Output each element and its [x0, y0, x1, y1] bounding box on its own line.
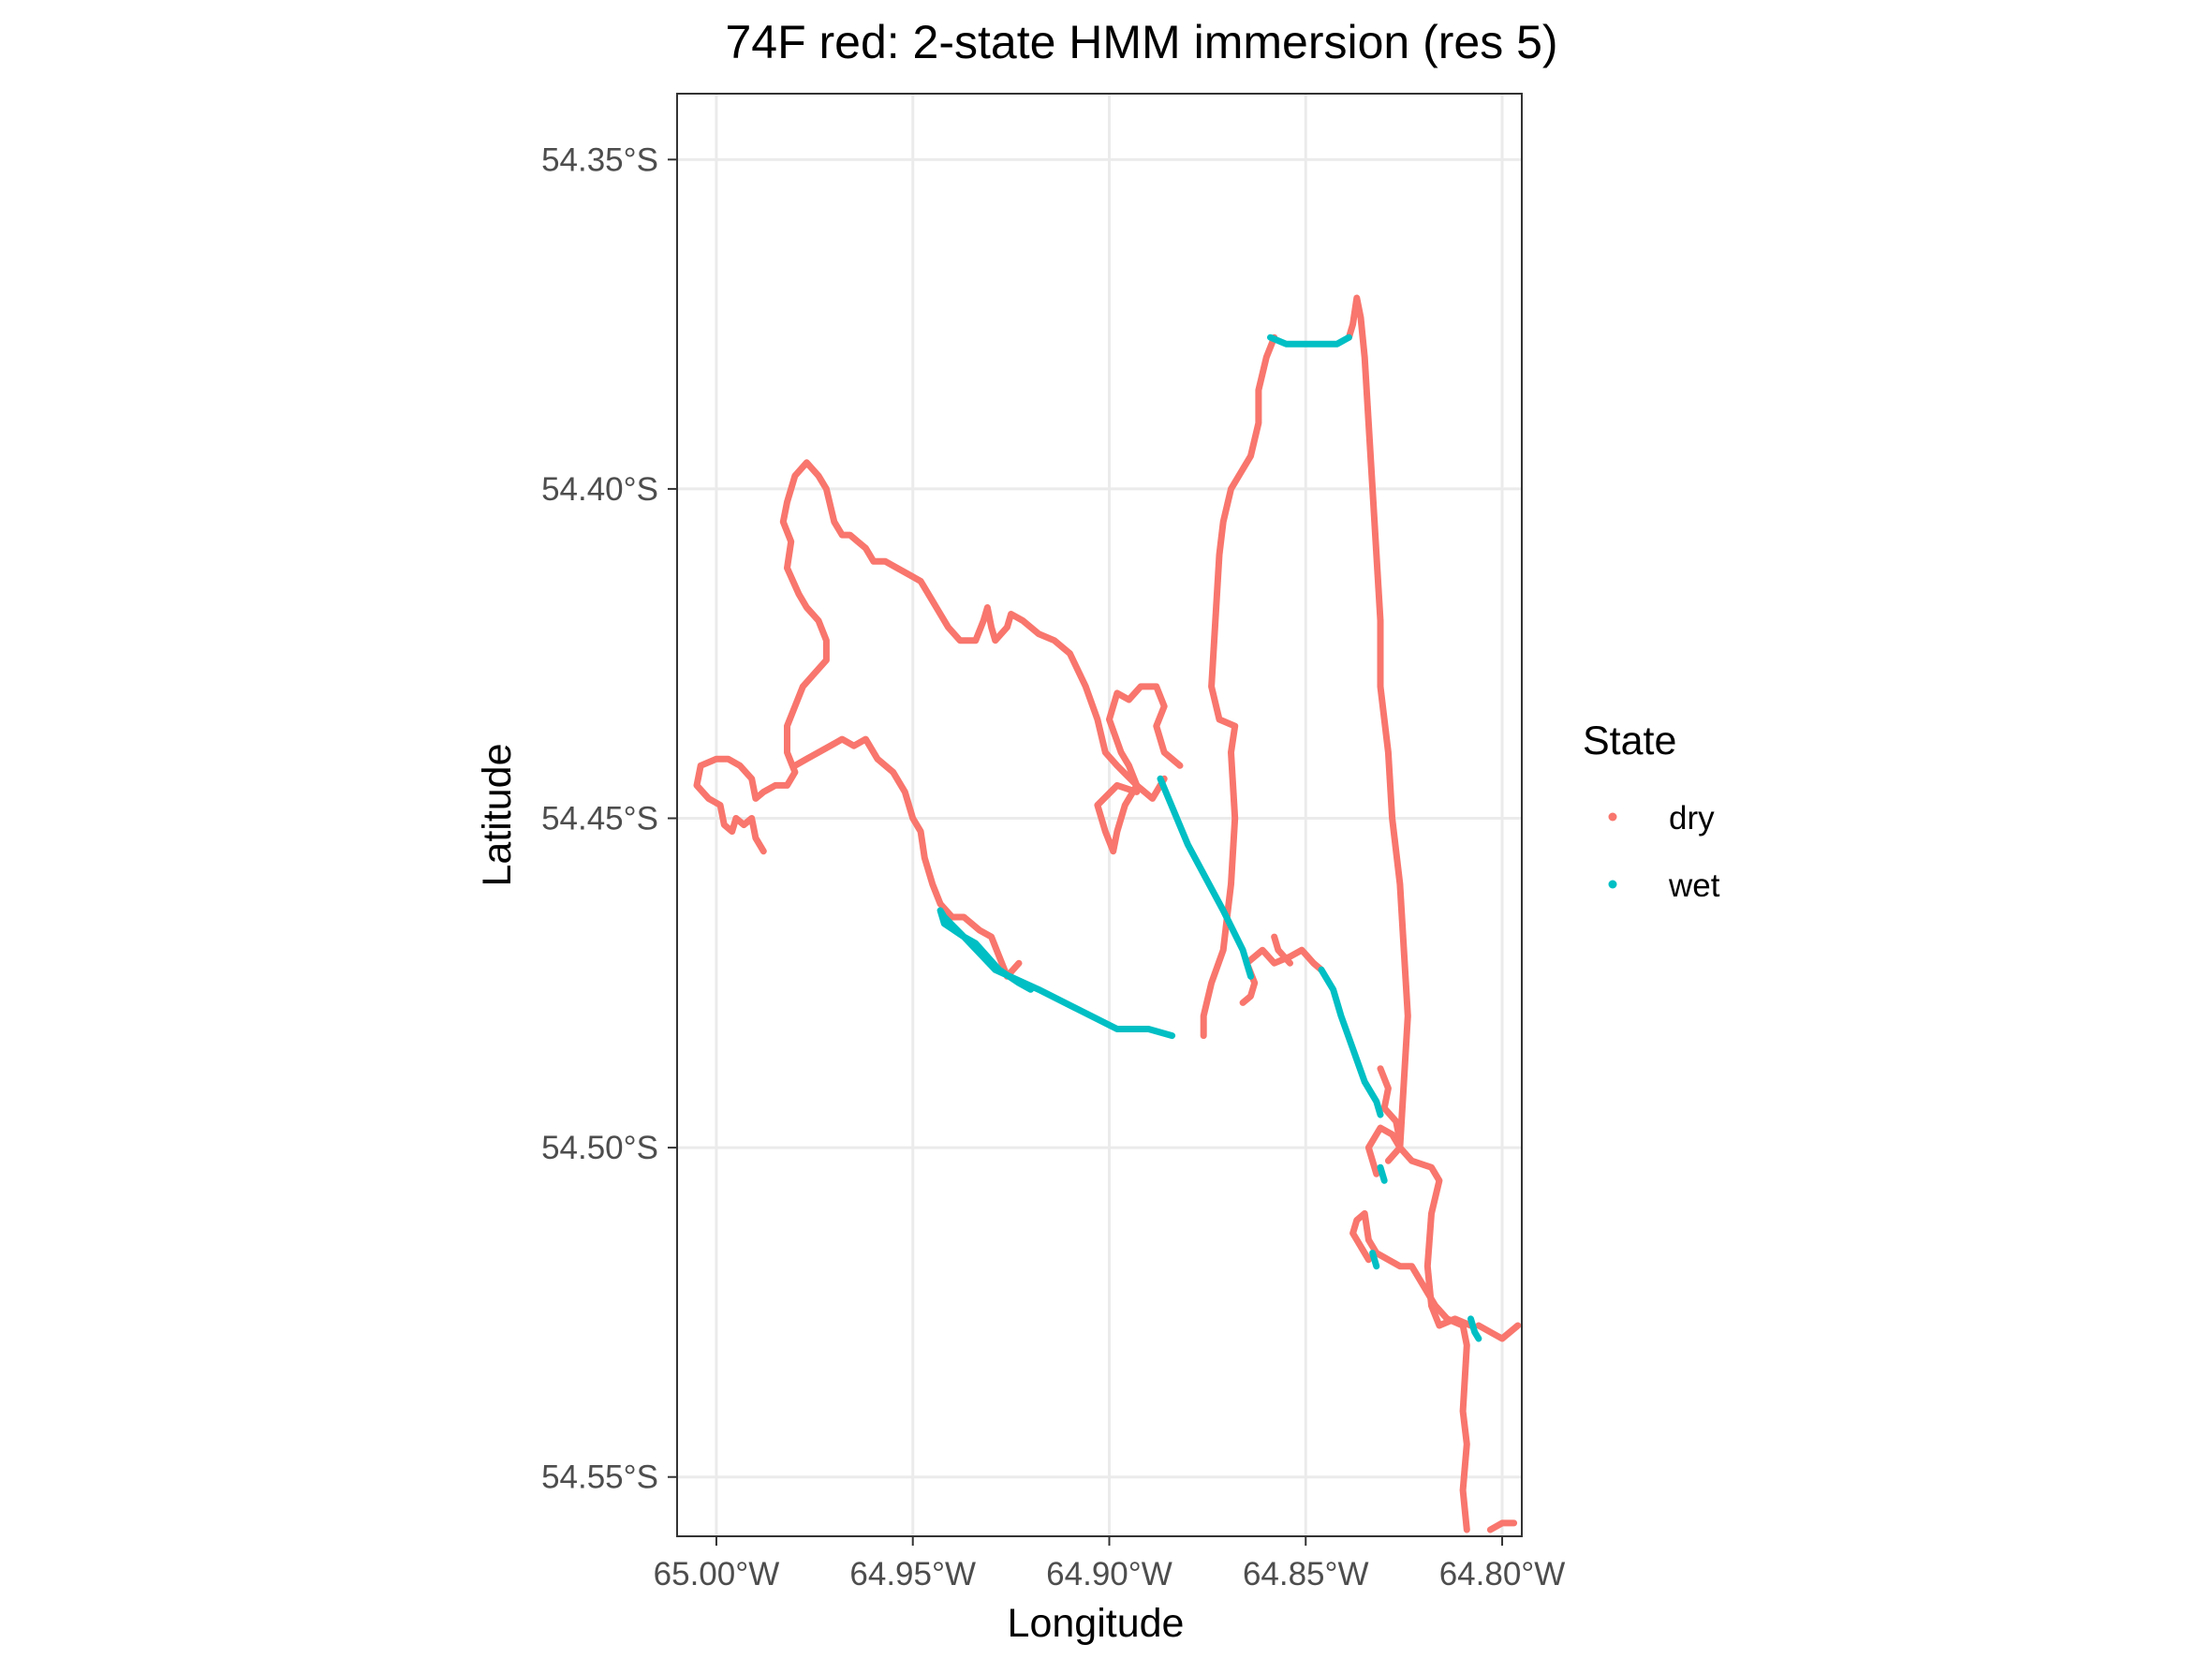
track-segment-wet: [1157, 775, 1254, 980]
track-segment-dry: [1094, 683, 1184, 855]
track-segment-dry: [1239, 946, 1325, 1006]
y-tick-label: 54.35°S: [541, 141, 658, 178]
y-tick-label: 54.40°S: [541, 471, 658, 508]
legend-title: State: [1583, 718, 1676, 763]
track-segment-dry: [1345, 294, 1411, 1164]
track-segment-wet: [936, 907, 1176, 1040]
y-tick-label: 54.55°S: [541, 1459, 658, 1496]
gridlines: [677, 94, 1522, 1536]
legend-label-dry: dry: [1669, 800, 1715, 837]
x-tick-label: 64.85°W: [1243, 1556, 1369, 1592]
x-tick-label: 64.90°W: [1046, 1556, 1172, 1592]
x-tick-label: 64.80°W: [1439, 1556, 1566, 1592]
track-segment-dry: [1486, 1519, 1518, 1533]
axis-ticks: 65.00°W 64.95°W 64.90°W 64.85°W 64.80°W 54.35…: [541, 141, 1565, 1592]
track-segment-dry: [1377, 1065, 1404, 1145]
track-segment-wet: [1318, 966, 1384, 1118]
chart-title: 74F red: 2-state HMM immersion (res 5): [725, 16, 1557, 68]
track-segment-dry: [1349, 1209, 1470, 1533]
y-tick-label: 54.50°S: [541, 1130, 658, 1166]
track-segment-dry: [1271, 933, 1293, 967]
y-tick-label: 54.45°S: [541, 801, 658, 837]
x-axis-title: Longitude: [1008, 1601, 1185, 1646]
track-segment-dry: [693, 459, 1168, 855]
track-segment-wet: [1467, 1315, 1482, 1342]
x-tick-label: 64.95°W: [849, 1556, 976, 1592]
track-segment-dry: [791, 735, 1023, 980]
x-tick-label: 65.00°W: [654, 1556, 780, 1592]
track-lines: [693, 294, 1522, 1533]
legend-label-wet: wet: [1668, 867, 1720, 904]
y-axis-title: Latitude: [475, 743, 520, 886]
legend-key-wet: [1608, 880, 1617, 889]
track-segment-wet: [1369, 1250, 1380, 1270]
track-segment-wet: [1377, 1163, 1388, 1184]
plot-panel: [676, 93, 1523, 1537]
legend-key-dry: [1608, 812, 1617, 822]
track-segment-dry: [1475, 1322, 1522, 1342]
track-segment-wet: [1267, 333, 1352, 348]
track-segment-dry: [1364, 1124, 1474, 1329]
legend: State dry wet: [1583, 718, 1720, 904]
track-segment-dry: [1200, 333, 1278, 1040]
